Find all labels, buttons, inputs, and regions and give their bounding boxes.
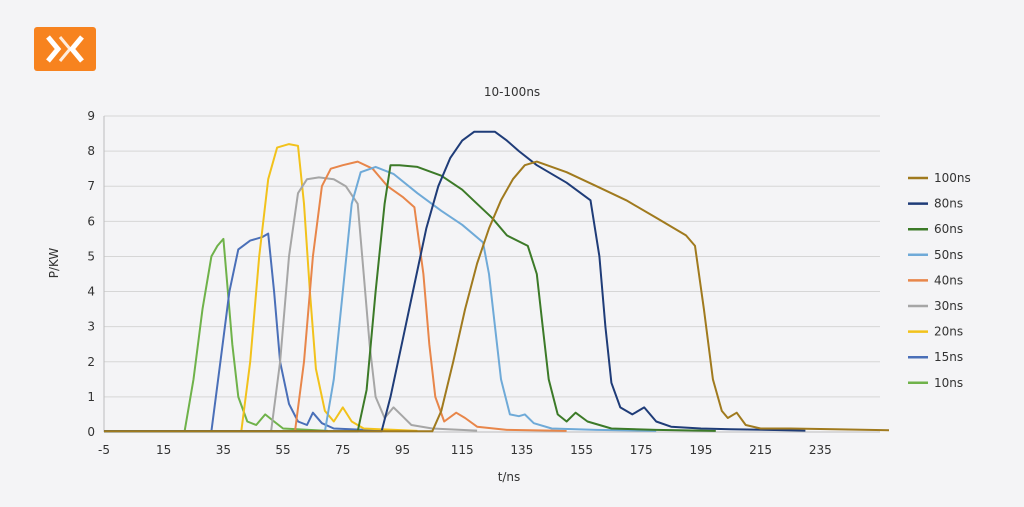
series-lines [104,130,890,433]
y-axis-label: P/KW [47,248,61,279]
x-tick-label: 215 [749,443,772,457]
legend-label: 30ns [934,299,963,313]
y-axis-ticks: 0 1 2 3 4 5 6 7 8 9 [87,109,95,439]
x-tick-label: 195 [689,443,712,457]
y-tick-label: 9 [87,109,95,123]
grid-lines [103,115,880,433]
series-line-100ns [104,160,890,433]
y-tick-label: 3 [87,320,95,334]
chart-title: 10-100ns [484,85,540,99]
legend-label: 100ns [934,171,971,185]
legend-label: 60ns [934,222,963,236]
legend-label: 50ns [934,248,963,262]
x-tick-label: 95 [395,443,410,457]
series-line-50ns [104,165,657,433]
legend: 100ns 80ns 60ns 50ns 40ns 30ns 20ns 15ns 10ns [908,171,971,390]
legend-label: 20ns [934,325,963,339]
series-line-80ns [104,130,806,433]
x-tick-label: 175 [630,443,653,457]
y-tick-label: 6 [87,214,95,228]
x-tick-label: -5 [98,443,110,457]
series-line-20ns [104,143,418,433]
y-tick-label: 5 [87,249,95,263]
series-line-10ns [104,237,328,433]
x-tick-label: 35 [216,443,231,457]
y-tick-label: 1 [87,390,95,404]
x-tick-label: 115 [451,443,474,457]
x-tick-label: 75 [335,443,350,457]
x-tick-label: 155 [570,443,593,457]
y-tick-label: 4 [87,285,95,299]
brand-logo [34,27,96,71]
series-line-40ns [104,160,567,433]
y-tick-label: 0 [87,425,95,439]
x-tick-label: 15 [156,443,171,457]
y-tick-label: 2 [87,355,95,369]
x-axis-ticks: -5 15 35 55 75 95 115 135 155 175 195 215 235 [98,443,832,457]
series-line-30ns [104,176,478,433]
x-tick-label: 55 [275,443,290,457]
brand-logo-icon [46,35,84,63]
legend-label: 40ns [934,273,963,287]
x-axis-label: t/ns [498,470,521,484]
y-tick-label: 7 [87,179,95,193]
y-tick-label: 8 [87,144,95,158]
series-line-15ns [104,232,388,433]
legend-label: 10ns [934,376,963,390]
legend-label: 15ns [934,350,963,364]
legend-label: 80ns [934,197,963,211]
x-tick-label: 235 [809,443,832,457]
x-tick-label: 135 [510,443,533,457]
series-line-60ns [104,164,716,433]
